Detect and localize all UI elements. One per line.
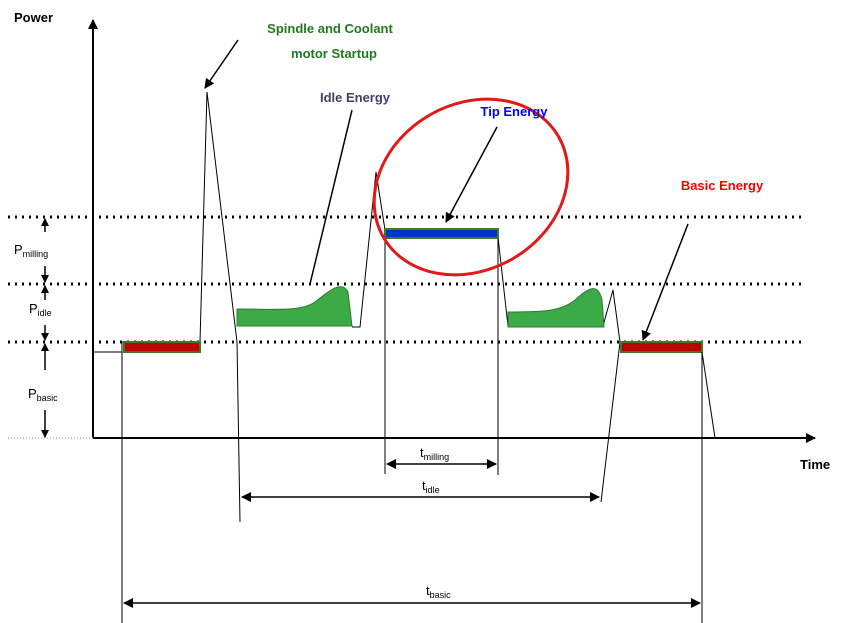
power-profile-left xyxy=(93,91,241,523)
tip-energy-highlight-circle xyxy=(372,97,570,277)
idle-energy-area-1 xyxy=(236,286,353,327)
idle-energy-label: Idle Energy xyxy=(320,90,391,105)
basic-pointer-arrow xyxy=(641,223,689,341)
power-profile-end xyxy=(701,351,716,439)
spindle-label-line2: motor Startup xyxy=(291,46,377,61)
basic-energy-bar-1 xyxy=(123,341,201,353)
power-profile-right xyxy=(600,289,621,503)
tip-pointer-arrow xyxy=(445,126,498,223)
t-milling-label: tmilling xyxy=(420,445,449,462)
x-axis-label: Time xyxy=(800,457,830,472)
spindle-label-line1: Spindle and Coolant xyxy=(267,21,393,36)
idle-energy-area-2 xyxy=(507,288,605,328)
tip-energy-label: Tip Energy xyxy=(481,104,549,119)
tip-energy-bar xyxy=(384,228,499,239)
basic-energy-bar-2 xyxy=(620,341,703,353)
basic-energy-label: Basic Energy xyxy=(681,178,764,193)
t-basic-label: tbasic xyxy=(426,583,451,600)
p-idle-label: Pidle xyxy=(29,301,52,318)
power-profile-drop xyxy=(497,236,509,327)
p-milling-label: Pmilling xyxy=(14,242,48,259)
power-profile-middle xyxy=(352,171,386,474)
p-basic-label: Pbasic xyxy=(28,386,58,403)
spindle-pointer-arrow xyxy=(204,39,239,89)
idle-pointer-line xyxy=(309,109,353,285)
y-axis-label: Power xyxy=(14,10,53,25)
t-idle-label: tidle xyxy=(422,478,440,495)
